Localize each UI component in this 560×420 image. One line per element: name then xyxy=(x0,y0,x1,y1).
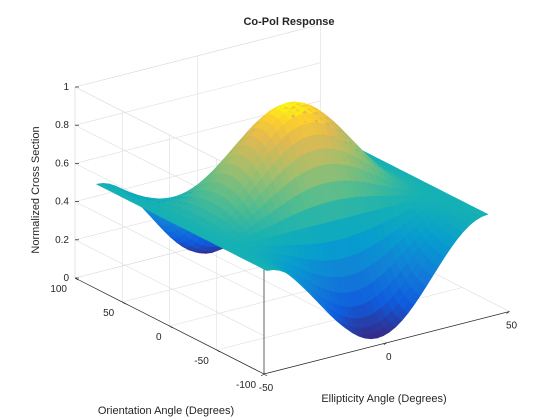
y-tick-label: 50 xyxy=(103,308,115,319)
x-tick-mark xyxy=(260,373,265,377)
z-axis-label: Normalized Cross Section xyxy=(30,126,42,253)
y-tick-mark xyxy=(74,277,79,281)
surface-mesh xyxy=(96,101,489,340)
x-tick-label: -50 xyxy=(259,383,274,394)
y-tick-label: -50 xyxy=(194,356,209,367)
z-tick-label: 0.6 xyxy=(55,158,69,169)
surface-patch xyxy=(476,211,489,217)
y-tick-mark xyxy=(122,301,126,305)
x-tick-mark xyxy=(506,311,510,314)
y-axis-label: Orientation Angle (Degrees) xyxy=(98,405,234,417)
y-tick-mark xyxy=(169,325,173,329)
y-tick-label: -100 xyxy=(236,380,256,391)
z-tick-label: 0.2 xyxy=(55,235,69,246)
x-tick-label: 0 xyxy=(386,352,392,363)
y-tick-label: 0 xyxy=(156,332,162,343)
x-axis-label: Ellipticity Angle (Degrees) xyxy=(321,393,446,405)
y-tick-label: 100 xyxy=(50,284,67,295)
chart-title: Co-Pol Response xyxy=(243,16,334,28)
box-edge xyxy=(74,24,321,88)
x-tick-mark xyxy=(383,342,387,346)
y-tick-mark xyxy=(263,373,268,377)
z-tick-label: 0.8 xyxy=(55,120,69,131)
z-tick-label: 1 xyxy=(63,82,69,93)
x-tick-label: 50 xyxy=(506,321,518,332)
y-tick-mark xyxy=(216,349,220,353)
z-tick-label: 0 xyxy=(63,273,69,284)
z-tick-label: 0.4 xyxy=(55,197,69,208)
